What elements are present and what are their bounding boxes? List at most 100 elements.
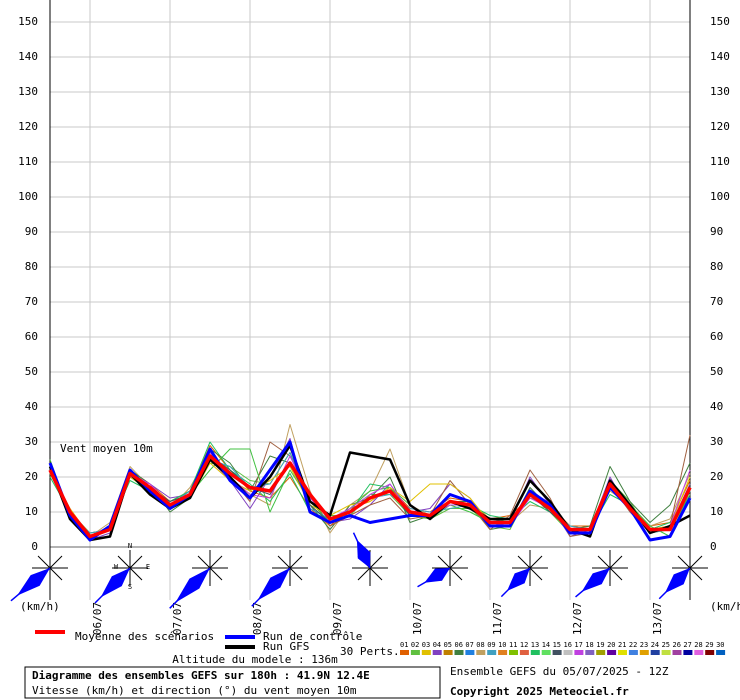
y-tick-label: 10 xyxy=(25,505,38,518)
ensemble-legend-label: 28 xyxy=(694,641,702,649)
ensemble-legend-swatch xyxy=(476,650,486,655)
legend-label: Run de contrôle xyxy=(263,630,362,643)
y-tick-label: 40 xyxy=(710,400,723,413)
annotation: Vent moyen 10m xyxy=(60,442,153,455)
wind-direction-line xyxy=(10,567,51,602)
ensemble-legend-label: 04 xyxy=(433,641,441,649)
ensemble-legend-swatch xyxy=(672,650,682,655)
y-tick-label: 90 xyxy=(710,225,723,238)
wind-direction-line xyxy=(251,567,291,607)
ensemble-legend-swatch xyxy=(465,650,475,655)
x-tick-label: 06/07 xyxy=(91,602,104,635)
ensemble-legend-swatch xyxy=(574,650,584,655)
ensemble-legend-swatch xyxy=(563,650,573,655)
ensemble-legend-label: 26 xyxy=(673,641,681,649)
ensemble-legend-swatch xyxy=(454,650,464,655)
ensemble-legend-swatch xyxy=(683,650,693,655)
y-tick-label: 20 xyxy=(710,470,723,483)
legend-label: Run GFS xyxy=(263,640,309,653)
series-line xyxy=(48,440,692,542)
y-tick-label: 140 xyxy=(710,50,730,63)
ensemble-legend-label: 11 xyxy=(509,641,517,649)
x-tick-label: 11/07 xyxy=(491,602,504,635)
wind-direction-line xyxy=(94,567,131,604)
x-tick-label: 08/07 xyxy=(251,602,264,635)
y-tick-label: 40 xyxy=(25,400,38,413)
ensemble-legend-swatch xyxy=(661,650,671,655)
y-tick-label: 10 xyxy=(710,505,723,518)
ensemble-legend-swatch xyxy=(618,650,627,655)
series-line xyxy=(48,454,692,539)
compass-label: W xyxy=(114,563,119,571)
x-tick-label: 07/07 xyxy=(171,602,184,635)
ensemble-legend-label: 29 xyxy=(705,641,713,649)
ensemble-legend-swatch xyxy=(487,650,497,655)
chart-title: Diagramme des ensembles GEFS sur 180h : … xyxy=(32,669,370,682)
y-tick-label: 70 xyxy=(25,295,38,308)
ensemble-legend-label: 25 xyxy=(662,641,670,649)
ensemble-legend-swatch xyxy=(530,650,540,655)
ensemble-legend-swatch xyxy=(443,650,453,655)
y-tick-label: 130 xyxy=(18,85,38,98)
ensemble-legend-swatch xyxy=(541,650,551,655)
y-tick-label: 30 xyxy=(25,435,38,448)
ensemble-legend-label: 30 xyxy=(716,641,724,649)
wind-direction-line xyxy=(658,567,691,600)
ensemble-legend-swatch xyxy=(650,650,660,655)
ensemble-legend-label: 27 xyxy=(683,641,691,649)
ensemble-legend-label: 21 xyxy=(618,641,626,649)
ensemble-legend-label: 17 xyxy=(574,641,582,649)
ensemble-legend-swatch xyxy=(596,650,606,655)
ensemble-legend-label: 18 xyxy=(585,641,593,649)
compass-label: N xyxy=(128,542,132,550)
ensemble-legend-label: 19 xyxy=(596,641,604,649)
ensemble-legend-swatch xyxy=(421,650,431,655)
ensemble-legend-label: 09 xyxy=(487,641,495,649)
y-tick-label: 80 xyxy=(710,260,723,273)
ensemble-legend-swatch xyxy=(410,650,420,655)
legend-label: Moyenne des scénarios xyxy=(75,630,214,643)
x-tick-label: 13/07 xyxy=(651,602,664,635)
ensemble-legend-label: 13 xyxy=(531,641,539,649)
y-unit: (km/h) xyxy=(20,600,60,613)
ensemble-legend-swatch xyxy=(509,650,518,655)
ensemble-legend-swatch xyxy=(519,650,529,655)
copyright: Copyright 2025 Meteociel.fr xyxy=(450,685,629,698)
y-tick-label: 20 xyxy=(25,470,38,483)
ensemble-legend-swatch xyxy=(716,650,726,655)
wind-direction-line xyxy=(417,567,451,588)
ensemble-legend-label: 15 xyxy=(553,641,561,649)
y-tick-label: 60 xyxy=(710,330,723,343)
x-tick-label: 12/07 xyxy=(571,602,584,635)
y-tick-label: 110 xyxy=(710,155,730,168)
y-tick-label: 150 xyxy=(710,15,730,28)
ensemble-legend-swatch xyxy=(694,650,704,655)
y-tick-label: 140 xyxy=(18,50,38,63)
altitude: Altitude du modele : 136m xyxy=(172,653,338,666)
compass-label: S xyxy=(128,583,132,591)
ensemble-legend-swatch xyxy=(607,650,617,655)
subtitle: Vitesse (km/h) et direction (°) du vent … xyxy=(32,684,357,697)
wind-direction-line xyxy=(500,567,531,598)
y-tick-label: 70 xyxy=(710,295,723,308)
y-tick-label: 80 xyxy=(25,260,38,273)
y-tick-label: 150 xyxy=(18,15,38,28)
y-tick-label: 130 xyxy=(710,85,730,98)
y-tick-label: 60 xyxy=(25,330,38,343)
ensemble-legend-label: 14 xyxy=(542,641,550,649)
ensemble-legend-swatch xyxy=(585,650,595,655)
title-box xyxy=(24,666,441,699)
ensemble-legend-label: 02 xyxy=(411,641,419,649)
ensemble-legend-label: 16 xyxy=(564,641,572,649)
wind-direction-line xyxy=(575,567,611,598)
ensemble-legend-swatch xyxy=(432,650,442,655)
ensemble-legend-label: 07 xyxy=(465,641,473,649)
ensemble-legend-swatch xyxy=(628,650,638,655)
ensemble-legend-label: 10 xyxy=(498,641,506,649)
x-tick-label: 10/07 xyxy=(411,602,424,635)
ensemble-legend-label: 01 xyxy=(400,641,408,649)
ensemble-legend-label: 22 xyxy=(629,641,637,649)
ensemble-legend-label: 05 xyxy=(444,641,452,649)
compass-label: E xyxy=(146,563,150,571)
